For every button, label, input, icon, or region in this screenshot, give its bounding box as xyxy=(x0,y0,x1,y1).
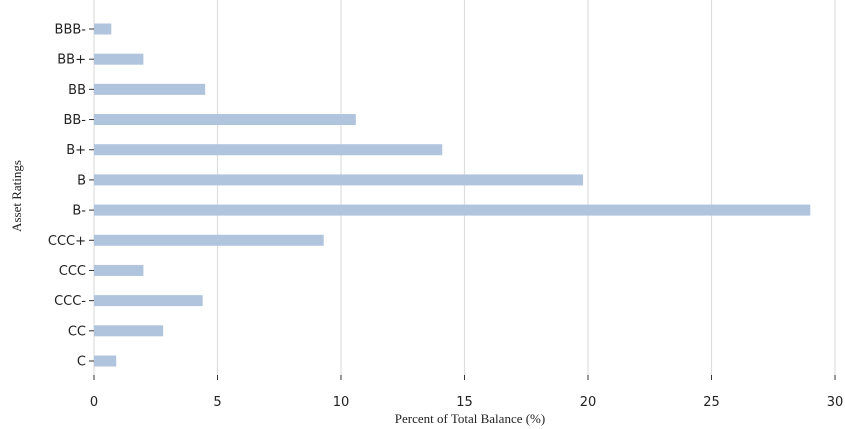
bars xyxy=(94,23,811,367)
bar xyxy=(94,23,112,35)
bar xyxy=(94,204,811,216)
y-tick-label: CCC+ xyxy=(48,234,86,249)
bar xyxy=(94,114,356,126)
x-tick-label: 30 xyxy=(827,395,844,410)
y-tick-label: BBB- xyxy=(55,23,87,38)
x-axis-title: Percent of Total Balance (%) xyxy=(395,411,545,426)
x-tick-label: 0 xyxy=(90,395,98,410)
x-tick-label: 10 xyxy=(333,395,350,410)
bar xyxy=(94,83,206,95)
x-tick-label: 20 xyxy=(580,395,597,410)
x-axis-ticks: 0 5 10 15 20 25 30 xyxy=(90,375,843,410)
bar xyxy=(94,325,164,337)
y-tick-label: BB- xyxy=(63,113,86,128)
y-tick-label: CC xyxy=(68,324,86,339)
bar xyxy=(94,144,443,156)
x-tick-label: 15 xyxy=(456,395,473,410)
x-tick-label: 25 xyxy=(703,395,720,410)
y-tick-label: B- xyxy=(72,204,86,219)
bar xyxy=(94,174,584,186)
bar xyxy=(94,295,203,307)
x-tick-label: 5 xyxy=(213,395,221,410)
y-tick-label: BB+ xyxy=(57,53,86,68)
y-axis-title: Asset Ratings xyxy=(9,160,24,232)
bar xyxy=(94,53,144,65)
y-tick-label: C xyxy=(77,355,86,370)
y-tick-label: CCC xyxy=(59,264,86,279)
bar xyxy=(94,234,324,246)
gridlines xyxy=(93,0,836,375)
y-tick-label: B+ xyxy=(66,143,86,158)
bar xyxy=(94,355,117,367)
y-tick-label: B xyxy=(77,173,86,188)
y-tick-label: CCC- xyxy=(54,294,86,309)
y-tick-label: BB xyxy=(68,83,86,98)
bar xyxy=(94,264,144,276)
